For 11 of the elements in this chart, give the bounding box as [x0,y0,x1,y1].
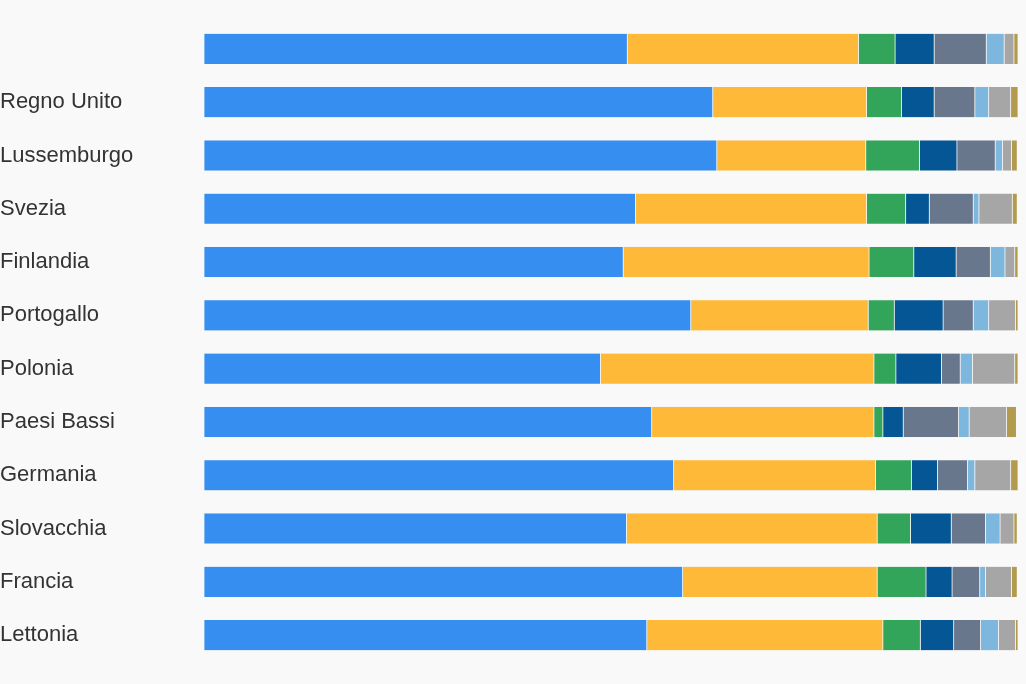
y-tick-label: Regno Unito [0,88,123,114]
y-tick-label: Francia [0,567,75,593]
y-tick-label: Svezia [0,194,67,220]
y-tick-label: Finlandia [0,248,91,274]
y-tick-label: Germania [0,461,98,487]
y-tick-label: Lussemburgo [0,141,134,167]
y-tick-label: Slovacchia [0,514,108,540]
y-tick-label: Portogallo [0,301,100,327]
y-tick-label: Lettonia [0,621,80,647]
y-tick-label: Polonia [0,354,75,380]
y-tick-label: Paesi Bassi [0,408,115,434]
